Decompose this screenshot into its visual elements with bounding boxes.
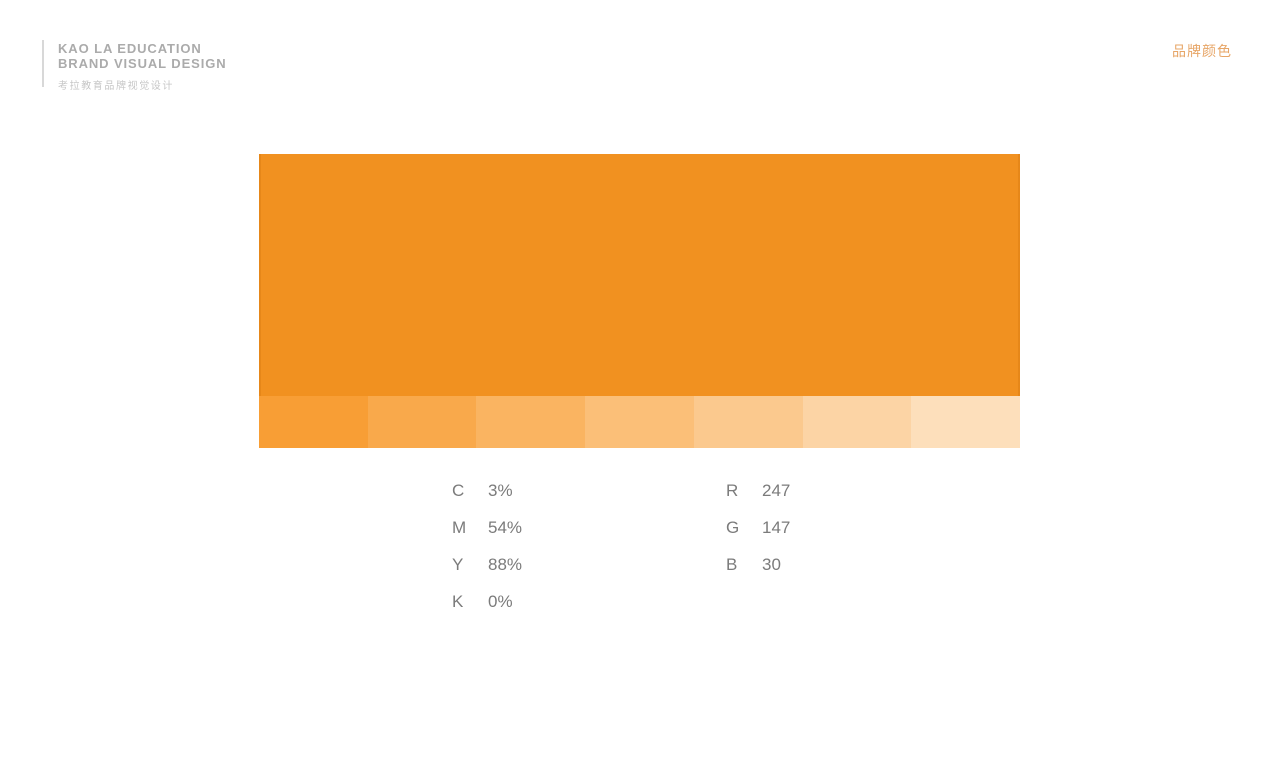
cmyk-label-c: C (452, 481, 465, 500)
primary-color-swatch (259, 154, 1020, 396)
brand-header: KAO LA EDUCATION BRAND VISUAL DESIGN 考拉教… (42, 40, 227, 92)
rgb-value-b: 30 (762, 555, 781, 574)
cmyk-row-k: K 0% (452, 592, 522, 612)
cmyk-row-c: C 3% (452, 481, 522, 501)
cmyk-row-y: Y 88% (452, 555, 522, 575)
cmyk-value-m: 54% (488, 518, 523, 537)
cmyk-row-m: M 54% (452, 518, 522, 538)
tint-swatch-60 (585, 396, 694, 448)
rgb-label-r: R (726, 481, 739, 500)
rgb-value-r: 247 (762, 481, 791, 500)
cmyk-value-c: 3% (488, 481, 513, 500)
cmyk-value-y: 88% (488, 555, 523, 574)
tint-swatch-40 (802, 396, 912, 448)
cmyk-value-k: 0% (488, 592, 513, 611)
brand-title-line2: BRAND VISUAL DESIGN (58, 56, 227, 71)
tint-swatch-80 (367, 396, 477, 448)
header-divider-line (42, 40, 44, 87)
rgb-row-b: B 30 (726, 555, 790, 575)
rgb-row-g: G 147 (726, 518, 790, 538)
tint-swatch-50 (693, 396, 803, 448)
cmyk-label-k: K (452, 592, 464, 611)
tint-swatch-90 (259, 396, 368, 448)
brand-titles: KAO LA EDUCATION BRAND VISUAL DESIGN 考拉教… (58, 40, 227, 92)
cmyk-label-y: Y (452, 555, 464, 574)
tint-swatch-70 (476, 396, 586, 448)
rgb-label-g: G (726, 518, 740, 537)
rgb-label-b: B (726, 555, 738, 574)
tint-swatch-30 (911, 396, 1021, 448)
tint-strip (259, 396, 1021, 448)
brand-subtitle: 考拉教育品牌视觉设计 (58, 81, 174, 92)
rgb-values: R 247 G 147 B 30 (726, 481, 790, 592)
cmyk-label-m: M (452, 518, 467, 537)
rgb-row-r: R 247 (726, 481, 790, 501)
brand-title-line1: KAO LA EDUCATION (58, 41, 202, 56)
page-section-label: 品牌颜色 (1172, 43, 1232, 59)
cmyk-values: C 3% M 54% Y 88% K 0% (452, 481, 522, 629)
rgb-value-g: 147 (762, 518, 791, 537)
